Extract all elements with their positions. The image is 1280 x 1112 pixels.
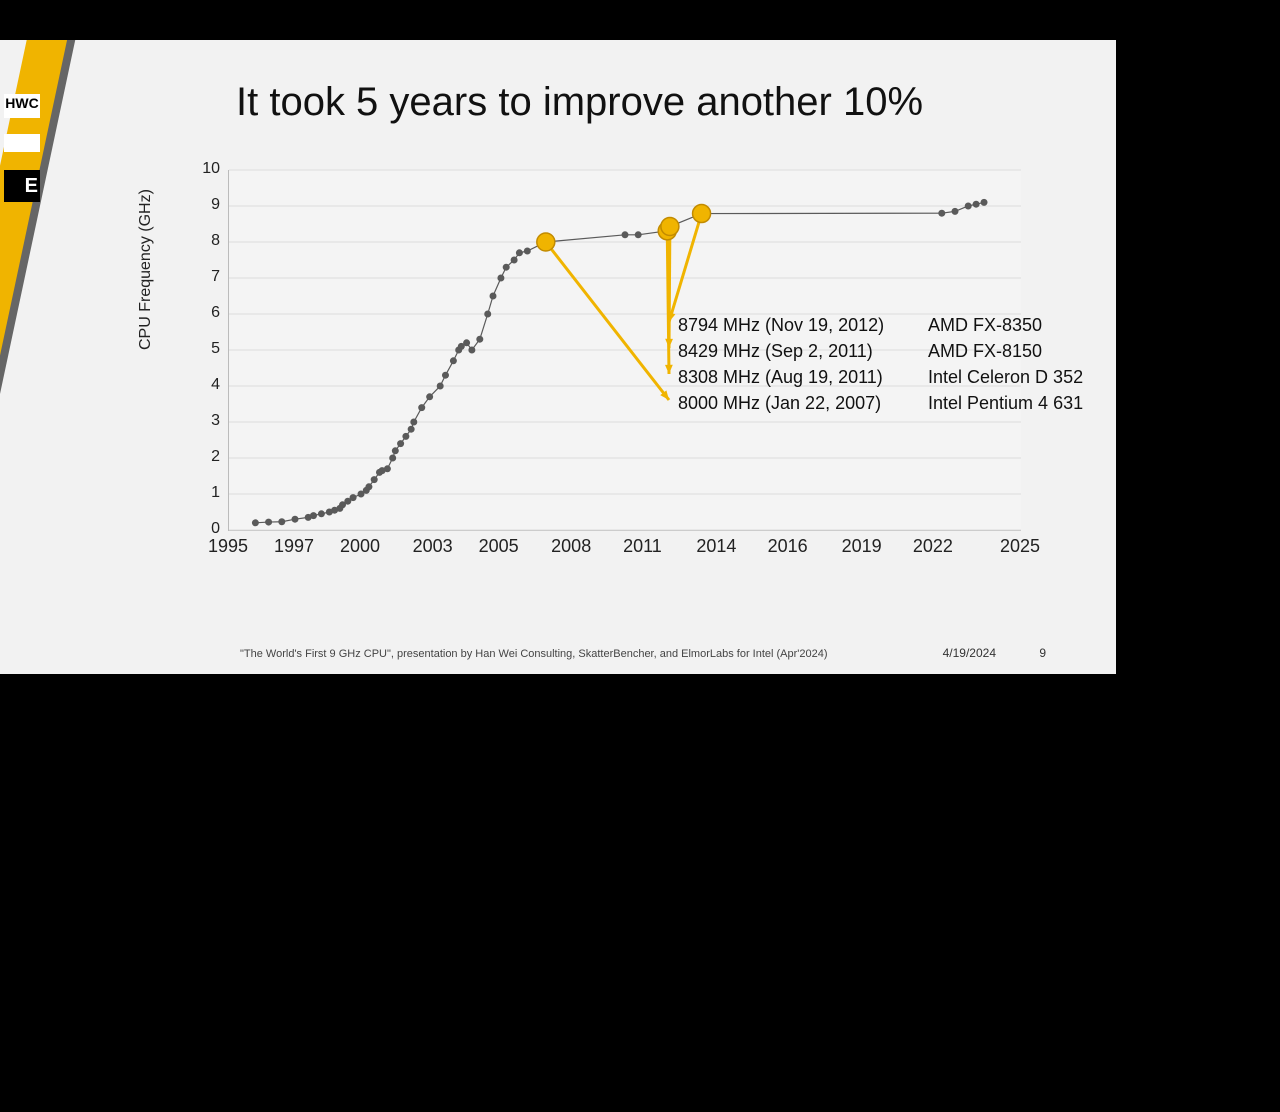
slide-area: HWC E It took 5 years to improve another… xyxy=(0,40,1116,674)
y-tick: 1 xyxy=(200,484,220,502)
y-tick: 10 xyxy=(200,160,220,178)
y-tick: 2 xyxy=(200,448,220,466)
accent-stripe-3 xyxy=(0,450,87,674)
y-tick: 5 xyxy=(200,340,220,358)
x-tick: 2019 xyxy=(842,536,882,557)
x-tick: 2014 xyxy=(696,536,736,557)
y-axis-label: CPU Frequency (GHz) xyxy=(137,189,155,350)
annotation-freq: 8794 MHz (Nov 19, 2012) xyxy=(678,312,884,338)
bottom-letterbox xyxy=(0,674,1280,720)
y-tick: 8 xyxy=(200,232,220,250)
cpu-frequency-chart: CPU Frequency (GHz) 012345678910 1995199… xyxy=(150,170,1020,570)
x-tick: 1997 xyxy=(274,536,314,557)
footer-citation: "The World's First 9 GHz CPU", presentat… xyxy=(240,648,828,660)
x-tick: 2022 xyxy=(913,536,953,557)
x-tick: 2011 xyxy=(623,536,662,557)
x-tick: 2008 xyxy=(551,536,591,557)
y-tick: 6 xyxy=(200,304,220,322)
accent-stripe-4 xyxy=(0,477,111,674)
annotation-cpu: AMD FX-8350 xyxy=(928,312,1083,338)
x-tick: 2003 xyxy=(413,536,453,557)
annotation-cpu-column: AMD FX-8350AMD FX-8150Intel Celeron D 35… xyxy=(928,312,1083,416)
annotation-cpu: Intel Celeron D 352 xyxy=(928,364,1083,390)
slide-date: 4/19/2024 xyxy=(943,646,996,660)
stage: HWC E It took 5 years to improve another… xyxy=(0,0,1280,720)
slide-title: It took 5 years to improve another 10% xyxy=(236,80,923,125)
plot-area xyxy=(228,170,1021,531)
video-conference-sidebar: intel xyxy=(1116,0,1280,720)
hwc-logo: HWC xyxy=(4,94,40,118)
annotation-freq-column: 8794 MHz (Nov 19, 2012)8429 MHz (Sep 2, … xyxy=(678,312,884,416)
y-tick: 4 xyxy=(200,376,220,394)
x-tick: 2025 xyxy=(1000,536,1040,557)
page-number: 9 xyxy=(1039,646,1046,660)
x-tick: 2016 xyxy=(768,536,808,557)
x-tick: 1995 xyxy=(208,536,248,557)
y-tick: 3 xyxy=(200,412,220,430)
x-tick: 2005 xyxy=(479,536,519,557)
x-tick: 2000 xyxy=(340,536,380,557)
annotation-cpu: AMD FX-8150 xyxy=(928,338,1083,364)
top-letterbox xyxy=(0,0,1280,40)
annotation-freq: 8000 MHz (Jan 22, 2007) xyxy=(678,390,884,416)
annotation-freq: 8308 MHz (Aug 19, 2011) xyxy=(678,364,884,390)
annotation-cpu: Intel Pentium 4 631 xyxy=(928,390,1083,416)
skatterbencher-logo xyxy=(4,134,40,162)
elmorlabs-logo: E xyxy=(4,170,40,202)
y-tick: 9 xyxy=(200,196,220,214)
annotation-freq: 8429 MHz (Sep 2, 2011) xyxy=(678,338,884,364)
y-tick: 7 xyxy=(200,268,220,286)
